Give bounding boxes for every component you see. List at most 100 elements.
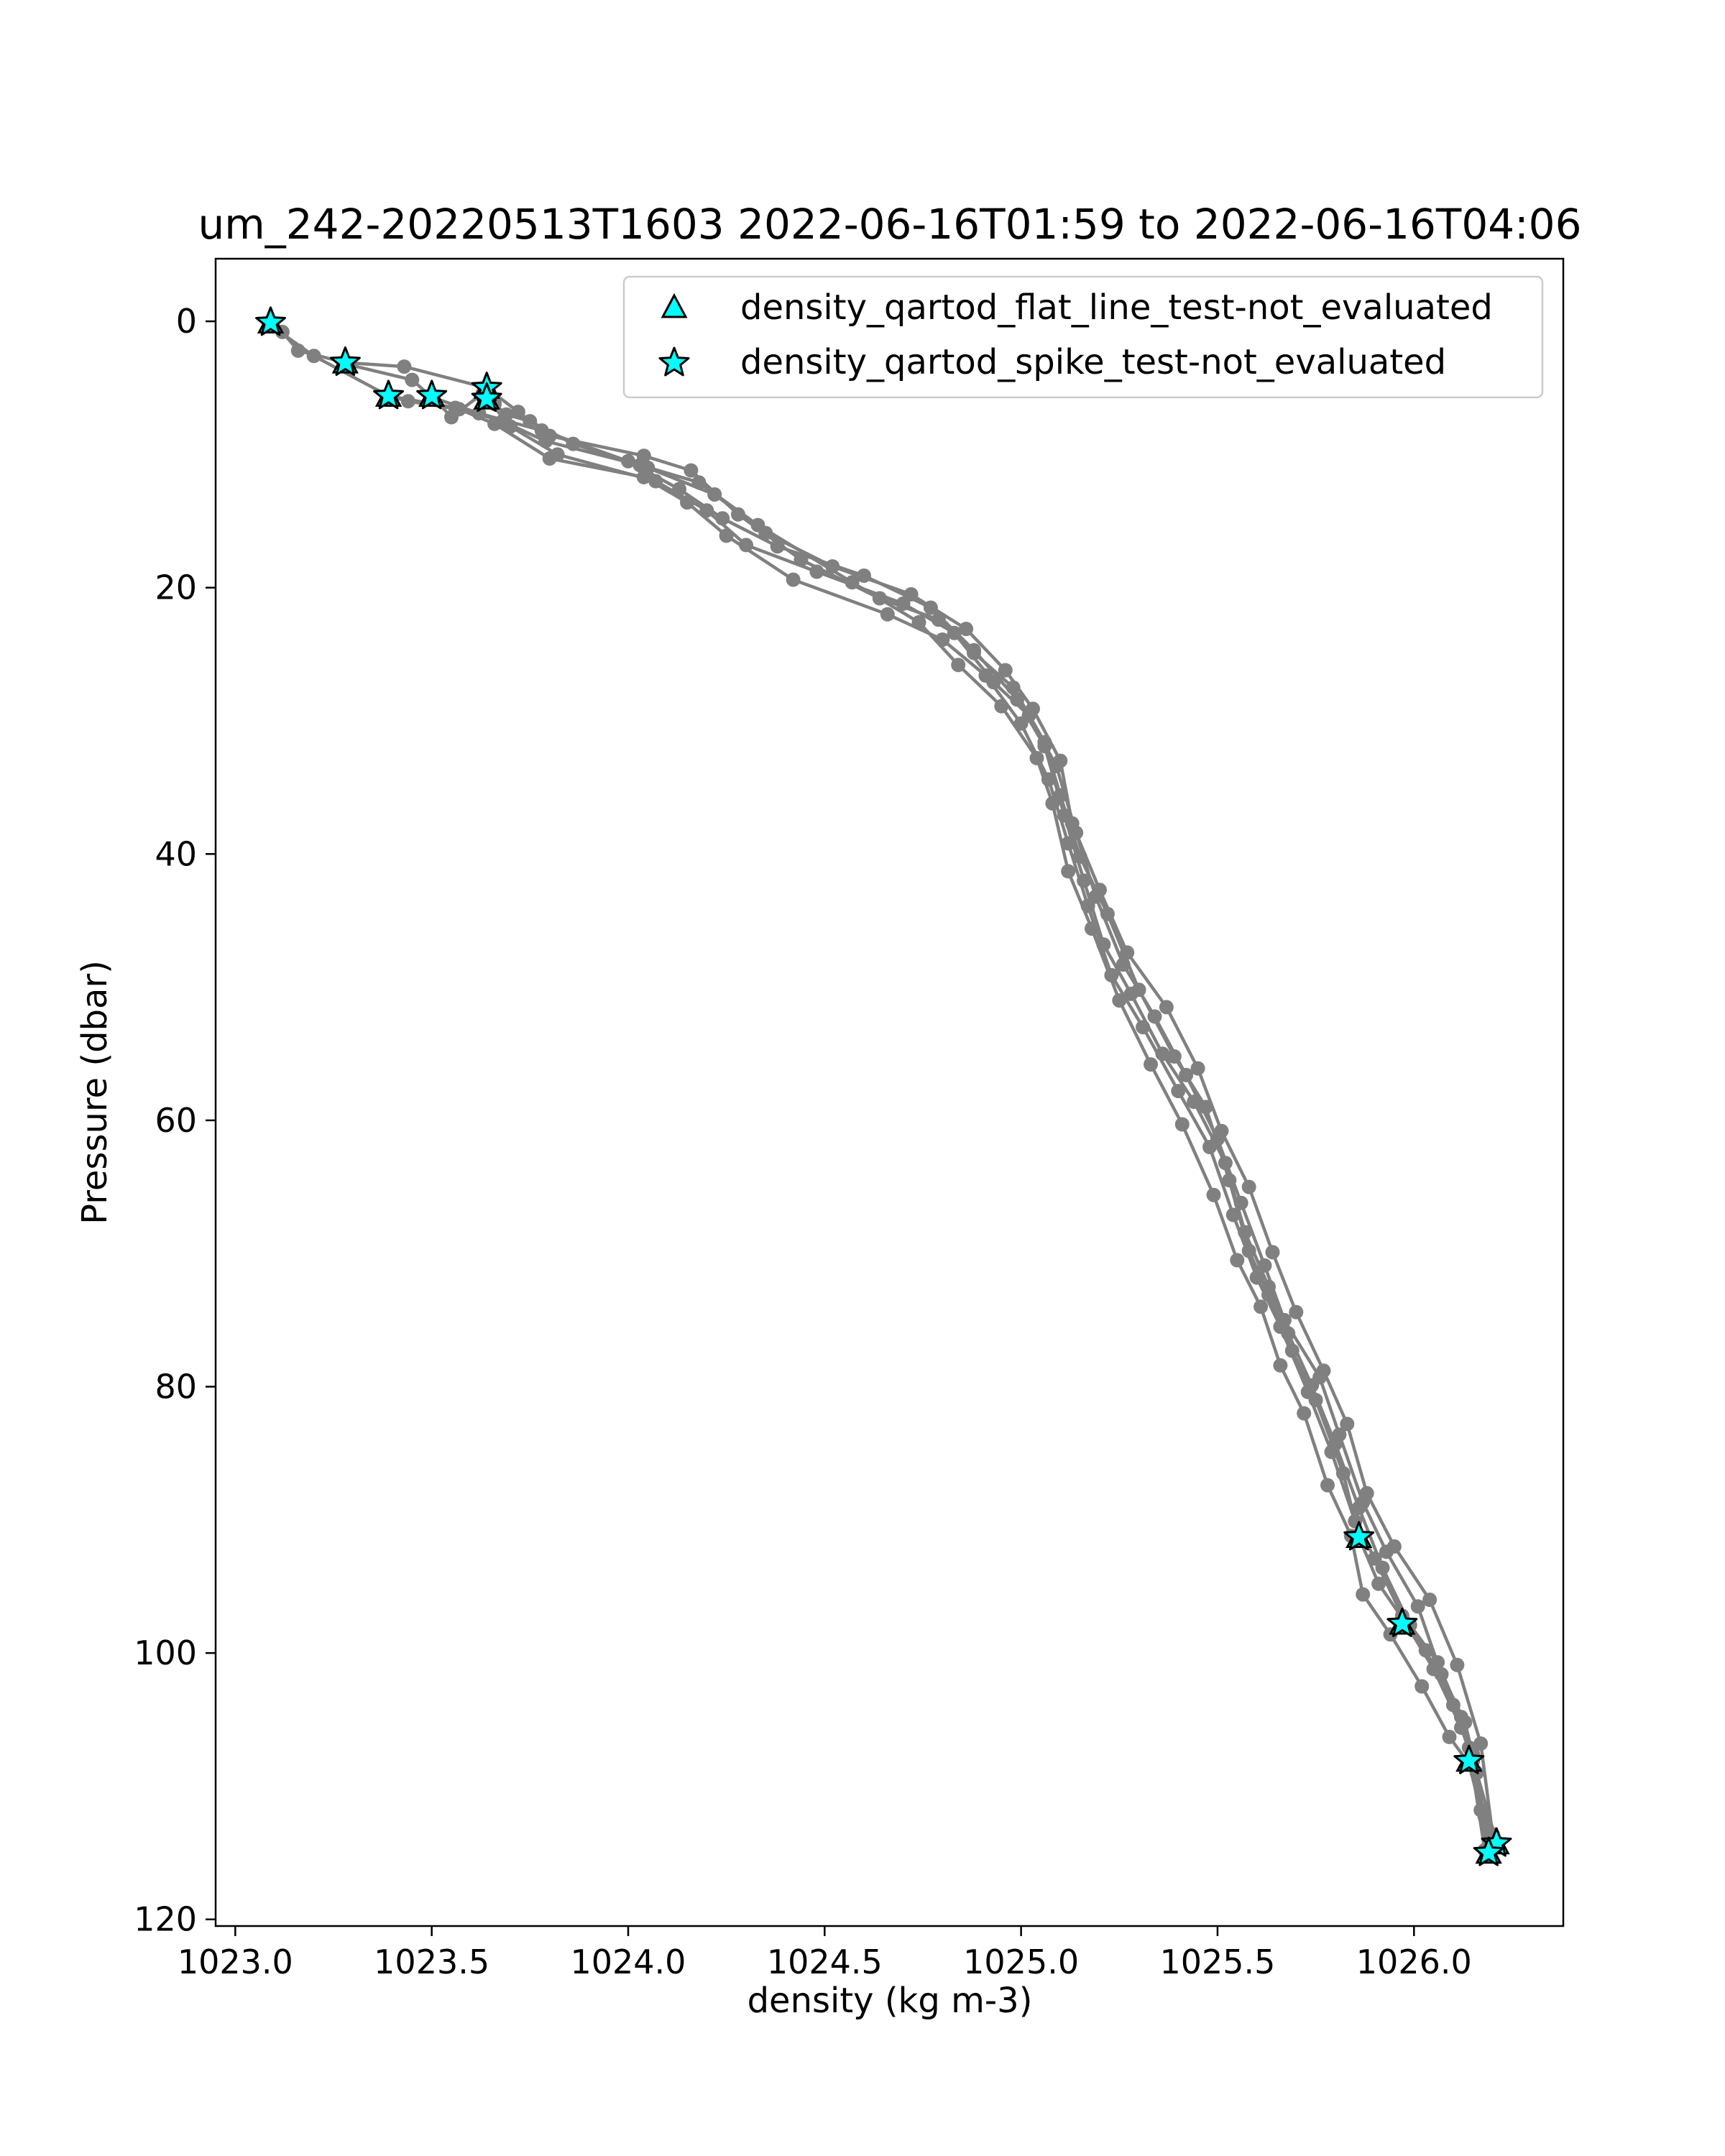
profile-series-5: [424, 386, 1504, 1850]
data-point: [1367, 1551, 1382, 1566]
data-point: [1233, 1195, 1248, 1210]
spike-marker: [329, 346, 361, 376]
data-point: [499, 407, 514, 422]
x-axis: 1023.0 1023.5 1024.0 1024.5 1025.0 1025.5 1026…: [178, 1926, 1472, 1981]
data-point: [1340, 1416, 1355, 1432]
data-point: [1316, 1363, 1331, 1378]
spike-marker: [255, 306, 286, 336]
x-tick-label: 1023.0: [178, 1943, 293, 1981]
data-point: [1320, 1478, 1335, 1493]
data-point: [903, 587, 919, 602]
data-point: [1225, 1207, 1241, 1222]
data-point: [648, 474, 663, 489]
x-tick-label: 1025.5: [1159, 1943, 1275, 1981]
data-point: [1249, 1270, 1264, 1285]
data-point: [1136, 1020, 1151, 1035]
data-point: [880, 607, 895, 622]
data-point: [1332, 1427, 1347, 1442]
data-point: [786, 572, 801, 587]
spike-marker: [471, 382, 502, 413]
data-point: [1414, 1679, 1430, 1694]
data-point: [1092, 883, 1107, 898]
data-point: [1120, 945, 1135, 960]
spike-marker: [1473, 1836, 1504, 1866]
data-point: [1171, 1084, 1186, 1099]
data-point: [1386, 1539, 1402, 1554]
data-point: [405, 372, 420, 387]
data-point: [998, 663, 1013, 678]
data-point: [1300, 1384, 1315, 1399]
y-tick-label: 60: [155, 1101, 197, 1140]
profile-line: [270, 323, 1494, 1850]
data-point: [397, 359, 412, 374]
data-point: [1254, 1299, 1269, 1314]
data-point: [1276, 1312, 1292, 1327]
data-point: [947, 625, 962, 640]
data-point: [699, 503, 714, 518]
legend-box: [622, 275, 1544, 399]
data-point: [1257, 1258, 1272, 1273]
x-tick-label: 1024.5: [767, 1943, 883, 1981]
spike-marker: [1343, 1521, 1375, 1551]
data-point: [935, 632, 950, 647]
data-point: [739, 538, 753, 553]
y-tick-label: 20: [155, 568, 197, 607]
y-tick-label: 40: [155, 834, 197, 873]
data-point: [1230, 1253, 1245, 1268]
spike-marker: [1386, 1607, 1418, 1637]
data-point: [1410, 1599, 1425, 1614]
data-point: [1418, 1643, 1433, 1658]
y-tick-label: 0: [176, 302, 197, 341]
data-point: [1159, 1000, 1174, 1015]
data-point: [1473, 1736, 1489, 1751]
star-icon: [658, 346, 690, 377]
spike-marker: [416, 379, 448, 410]
legend-label-flat-line: density_qartod_flat_line_test-not_evalua…: [740, 287, 1493, 328]
y-axis: 0 20 40 60 80 100 120: [134, 302, 216, 1939]
data-point: [1144, 1057, 1158, 1072]
data-point: [986, 675, 1001, 690]
data-point: [1041, 772, 1056, 787]
data-point: [825, 559, 840, 574]
data-point: [400, 394, 415, 409]
data-point: [550, 447, 565, 462]
data-point: [523, 414, 538, 429]
data-point: [959, 622, 974, 637]
data-point: [1147, 1009, 1162, 1024]
data-point: [1324, 1445, 1339, 1460]
data-point: [1026, 701, 1040, 717]
legend: density_qartod_flat_line_test-not_evalua…: [622, 275, 1544, 399]
data-point: [1422, 1593, 1438, 1607]
data-point: [1206, 1187, 1221, 1202]
x-tick-label: 1026.0: [1356, 1943, 1472, 1981]
data-point: [1179, 1067, 1194, 1082]
data-point: [1061, 836, 1076, 851]
data-point: [1359, 1485, 1374, 1501]
data-point: [1064, 816, 1080, 831]
y-axis-label: Pressure (dbar): [75, 960, 115, 1225]
data-point: [707, 487, 722, 502]
data-point: [1214, 1123, 1229, 1138]
x-tick-label: 1024.0: [570, 1943, 686, 1981]
profile-series-6: [479, 392, 1500, 1842]
data-point: [758, 525, 773, 540]
data-point: [1458, 1715, 1473, 1730]
data-point: [1104, 967, 1119, 982]
x-tick-label: 1023.5: [374, 1943, 489, 1981]
data-point: [1061, 864, 1076, 879]
y-tick-label: 80: [155, 1368, 197, 1406]
data-point: [306, 349, 321, 364]
data-point: [1289, 1304, 1304, 1319]
data-point: [1356, 1587, 1371, 1602]
data-point: [1053, 753, 1068, 768]
data-point: [1265, 1245, 1280, 1260]
plot-frame: [214, 257, 1565, 1927]
data-point: [809, 564, 824, 579]
data-point: [444, 410, 459, 425]
data-point: [1297, 1406, 1312, 1421]
data-point: [1371, 1576, 1386, 1591]
spike-marker: [373, 379, 404, 410]
legend-triangle-icon: [661, 292, 688, 318]
spike-marker: [1453, 1744, 1485, 1774]
